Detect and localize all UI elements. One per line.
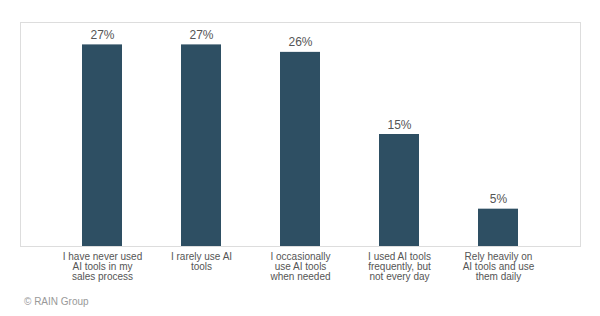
html-text:© RAIN Group: © RAIN Group <box>24 296 89 307</box>
svg-text:I have never usedAI tools in m: I have never usedAI tools in mysales pro… <box>63 251 143 282</box>
svg-text:I used AI toolsfrequently, but: I used AI toolsfrequently, butnot every … <box>368 251 431 282</box>
svg-text:5%: 5% <box>490 192 508 206</box>
svg-text:I rarely use AItools: I rarely use AItools <box>171 251 232 272</box>
svg-text:27%: 27% <box>189 28 213 42</box>
svg-text:I occasionallyuse AI toolswhen: I occasionallyuse AI toolswhen needed <box>269 251 330 282</box>
svg-text:27%: 27% <box>90 28 114 42</box>
svg-text:26%: 26% <box>288 35 312 49</box>
svg-text:Rely heavily onAI tools and us: Rely heavily onAI tools and usethem dail… <box>463 251 535 282</box>
svg-text:15%: 15% <box>387 118 411 132</box>
